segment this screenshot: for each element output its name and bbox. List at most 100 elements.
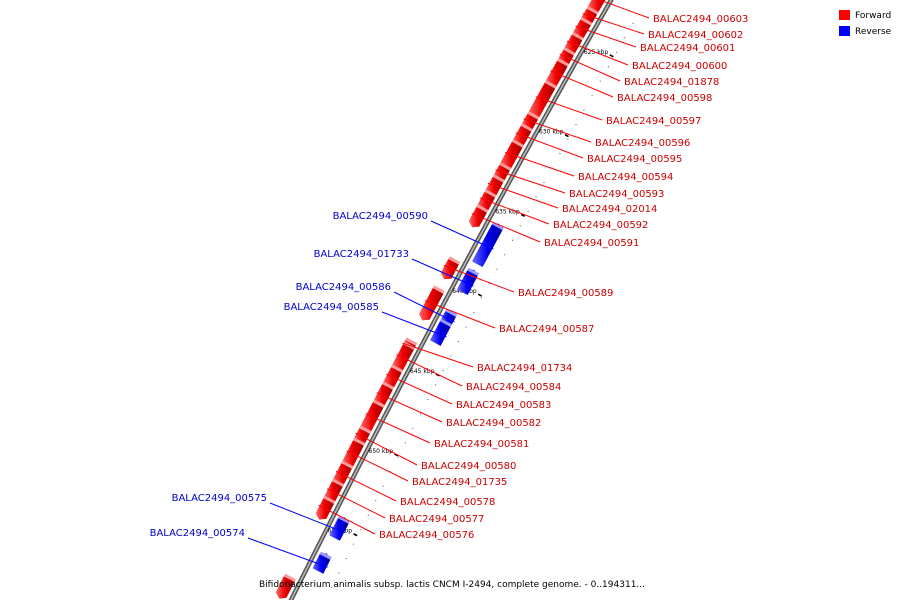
forward-gene-label[interactable]: BALAC2494_01734 [477,363,572,374]
forward-gene-label[interactable]: BALAC2494_00587 [499,324,594,335]
legend-reverse-label: Reverse [855,27,892,37]
forward-gene-block-face [492,174,505,183]
legend-reverse-swatch [839,26,850,36]
label-leader [393,291,455,323]
reverse-gene-block[interactable] [312,553,331,574]
forward-gene-block[interactable] [383,367,402,389]
forward-gene-block[interactable] [545,60,568,89]
reverse-gene-block-face [445,308,458,317]
reverse-gene-label[interactable]: BALAC2494_01733 [314,249,409,260]
reverse-gene-block-face [440,318,452,327]
label-leader [247,537,328,568]
label-leader [582,13,645,35]
label-leader [559,53,621,82]
forward-gene-label[interactable]: BALAC2494_00576 [379,530,474,541]
label-leader [515,132,584,159]
forward-gene-label[interactable]: BALAC2494_01878 [624,77,719,88]
forward-gene-block[interactable] [275,576,295,599]
label-leader [479,197,550,225]
tick-mark [520,213,526,218]
tick-mark [609,54,614,58]
tick-mark [435,373,440,377]
forward-gene-block[interactable] [440,259,459,280]
forward-gene-block-face [341,460,354,469]
label-leader [443,265,515,293]
label-leader [269,502,346,534]
tick-label: 650 kbp [369,448,394,455]
label-leader [504,151,575,177]
forward-gene-block-face [448,256,461,265]
reverse-gene-label[interactable]: BALAC2494_00575 [172,493,267,504]
forward-gene-label[interactable]: BALAC2494_00583 [456,400,551,411]
forward-gene-label[interactable]: BALAC2494_00584 [466,382,561,393]
label-leader [346,450,409,482]
label-leader [326,488,386,519]
forward-gene-block[interactable] [468,206,487,228]
forward-gene-label[interactable]: BALAC2494_00601 [640,43,735,54]
forward-gene-block[interactable] [499,141,523,171]
forward-gene-label[interactable]: BALAC2494_00592 [553,220,648,231]
forward-gene-label[interactable]: BALAC2494_01735 [412,477,507,488]
forward-gene-block[interactable] [528,82,556,119]
label-leader [365,413,431,444]
forward-gene-label[interactable]: BALAC2494_00582 [446,418,541,429]
forward-gene-block-face [527,111,540,120]
label-leader [487,182,559,209]
forward-gene-block-face [405,337,418,346]
forward-gene-label[interactable]: BALAC2494_00589 [518,288,613,299]
forward-gene-label[interactable]: BALAC2494_00597 [606,116,701,127]
label-leader [318,504,376,535]
gene-labels: BALAC2494_00603 BALAC2494_00602 BALAC2494_… [150,0,748,568]
reverse-gene-block[interactable] [430,320,451,346]
reverse-gene-block-face [319,551,332,560]
reverse-gene-label[interactable]: BALAC2494_00574 [150,528,245,539]
forward-gene-block-face [520,123,533,132]
label-leader [566,40,629,66]
forward-gene-label[interactable]: BALAC2494_00593 [569,189,664,200]
reverse-gene-block[interactable] [329,517,349,541]
forward-gene-label[interactable]: BALAC2494_00602 [648,30,743,41]
forward-gene-label[interactable]: BALAC2494_00577 [389,514,484,525]
tick-label: 635 kbp [495,208,520,215]
forward-gene-block[interactable] [360,402,384,433]
forward-gene-label[interactable]: BALAC2494_00578 [400,497,495,508]
tick-label: 630 kbp [539,129,564,136]
forward-gene-label[interactable]: BALAC2494_02014 [562,204,657,215]
reverse-gene-label[interactable]: BALAC2494_00586 [296,282,391,293]
forward-gene-label[interactable]: BALAC2494_00600 [632,61,727,72]
forward-gene-block[interactable] [477,191,496,212]
forward-gene-label[interactable]: BALAC2494_00594 [578,172,673,183]
label-leader [381,311,447,338]
forward-gene-block-face [484,189,497,198]
forward-gene-block-face [382,381,395,390]
forward-gene-block[interactable] [419,288,444,321]
forward-gene-label[interactable]: BALAC2494_00596 [595,138,690,149]
forward-gene-label[interactable]: BALAC2494_00580 [421,461,516,472]
legend: Forward Reverse [839,10,892,37]
forward-gene-block-face [332,478,345,487]
forward-gene-label[interactable]: BALAC2494_00595 [587,154,682,165]
reverse-gene-block[interactable] [472,223,503,267]
label-leader [411,258,474,287]
ruler-dots [331,22,634,588]
tick-mark [353,533,358,537]
forward-genes [275,0,606,599]
forward-gene-label[interactable]: BALAC2494_00598 [617,93,712,104]
reverse-genes [312,221,504,574]
forward-gene-block-face [283,573,296,582]
forward-gene-block-face [323,495,336,504]
legend-forward-label: Forward [855,11,891,21]
forward-gene-block-face [353,437,366,446]
forward-gene-block[interactable] [391,344,414,373]
label-leader [355,432,418,466]
label-leader [550,70,614,98]
reverse-gene-label[interactable]: BALAC2494_00585 [284,302,379,313]
forward-gene-label[interactable]: BALAC2494_00603 [653,14,748,25]
forward-gene-label[interactable]: BALAC2494_00581 [434,439,529,450]
reverse-gene-label[interactable]: BALAC2494_00590 [333,211,428,222]
label-leader [495,169,566,194]
forward-gene-label[interactable]: BALAC2494_00591 [544,238,639,249]
genome-caption: Bifidobacterium animalis subsp. lactis C… [259,580,645,590]
tick-mark [477,293,483,297]
